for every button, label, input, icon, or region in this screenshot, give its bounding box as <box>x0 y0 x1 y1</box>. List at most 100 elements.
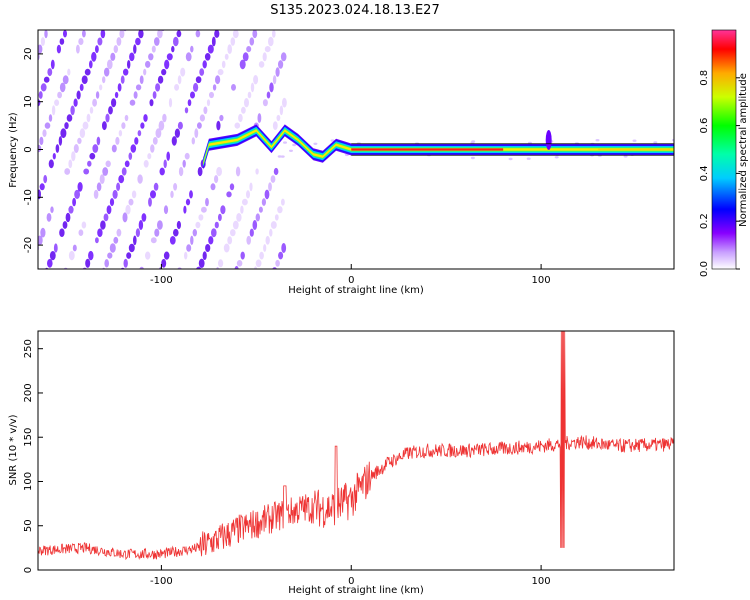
spectrogram-speckle <box>227 44 232 54</box>
spectrogram-speckle <box>282 97 287 108</box>
spectrogram-speckle <box>41 274 46 284</box>
spectrogram-ridge-band <box>203 129 674 165</box>
spectrogram-speckle <box>255 168 259 175</box>
spectrogram-speckle <box>103 23 108 29</box>
x-tick-label: -100 <box>150 576 173 587</box>
spectrogram-speckle <box>67 68 71 76</box>
spectrogram-speckle <box>79 83 84 91</box>
spectrogram-speckle <box>162 113 167 123</box>
spectrogram-feature <box>545 129 552 150</box>
spectrogram-speckle <box>289 149 293 152</box>
spectrogram-speckle <box>262 52 267 62</box>
spectrogram-speckle <box>137 130 142 137</box>
spectrogram-speckle <box>217 69 224 76</box>
spectrogram-speckle <box>185 52 192 62</box>
spectrogram-speckle <box>240 205 244 214</box>
spectrogram-speckle <box>128 198 134 206</box>
spectrogram-speckle <box>141 23 147 30</box>
spectrogram-speckle <box>247 91 252 99</box>
spectrogram-speckle <box>237 30 241 31</box>
spectrogram-speckle <box>46 213 52 222</box>
spectrogram-speckle <box>124 114 129 122</box>
spectrogram-speckle <box>84 68 91 76</box>
spectrogram-speckle <box>171 136 177 146</box>
spectrogram-speckle <box>211 228 217 238</box>
spectrogram-speckle <box>194 275 197 281</box>
spectrogram-speckle <box>67 30 69 31</box>
spectrogram-speckle <box>157 30 163 39</box>
snr-marks <box>38 331 674 561</box>
spectrogram-speckle <box>255 23 260 30</box>
spectrogram-speckle <box>38 91 43 99</box>
spectrogram-speckle <box>55 144 60 153</box>
spectrogram-speckle <box>186 244 192 252</box>
spectrogram-speckle <box>137 174 143 184</box>
spectrogram-speckle <box>123 258 128 268</box>
spectrogram-speckle <box>269 228 273 237</box>
spectrogram-speckle <box>255 259 262 268</box>
spectrogram-speckle <box>257 113 262 123</box>
spectrogram-speckle <box>131 190 137 199</box>
spectrogram-speckle <box>158 120 165 131</box>
x-tick-label: -100 <box>150 275 173 286</box>
spectrogram-speckle <box>139 266 145 269</box>
spectrogram-speckle <box>100 220 106 230</box>
spectrogram-speckle <box>44 122 51 129</box>
spectrogram-speckle <box>128 243 135 253</box>
spectrogram-speckle <box>292 143 297 147</box>
spectrogram-speckle <box>58 136 63 146</box>
spectrogram-speckle <box>195 30 201 38</box>
colorbar-tick-label: 0.4 <box>699 165 710 181</box>
spectrogram-speckle <box>114 91 119 99</box>
spectrogram-speckle <box>212 84 217 91</box>
spectrogram-speckle <box>57 91 62 99</box>
spectrogram-speckle <box>242 52 249 62</box>
spectrogram-speckle <box>64 168 71 175</box>
spectrogram-speckle <box>121 167 127 176</box>
spectrogram-speckle <box>197 122 202 129</box>
spectrogram-speckle <box>118 175 125 184</box>
spectrogram-speckle <box>99 174 105 185</box>
spectrogram-speckle <box>150 190 156 199</box>
spectrogram-speckle <box>263 244 267 252</box>
spectrogram-speckle <box>119 30 125 39</box>
spectrogram-speckle <box>272 121 278 130</box>
spectrogram-speckle <box>231 275 237 282</box>
spectrogram-speckle <box>26 121 31 131</box>
snr-y-label: SNR (10 * v/v) <box>8 414 19 485</box>
spectrogram-speckle <box>210 183 216 191</box>
spectrogram-speckle <box>164 59 170 70</box>
spectrogram-speckle <box>72 197 76 207</box>
spectrogram-speckle <box>47 68 53 77</box>
snr-panel: -100 0 100 0 50 100 150 200 250 Height of straig… <box>8 330 675 596</box>
spectrogram-speckle <box>105 113 110 123</box>
colorbar-ticks: 0.0 0.2 0.4 0.6 0.8 <box>699 70 740 277</box>
spectrogram-speckle <box>232 30 239 39</box>
spectrogram-speckle <box>246 190 250 199</box>
spectrogram-speckle <box>264 189 270 200</box>
spectrogram-speckle <box>93 189 99 199</box>
spectrogram-speckle <box>128 152 133 160</box>
spectrogram-speckle <box>272 75 277 85</box>
spectrogram-speckle <box>216 120 221 131</box>
spectrogram-marks <box>26 23 674 284</box>
spectrogram-speckle <box>253 75 259 85</box>
spectrogram-speckle <box>203 106 208 115</box>
spectrogram-speckle <box>52 153 56 160</box>
spectrogram-speckle <box>268 36 274 47</box>
spectrogram-speckle <box>148 197 152 207</box>
spectrogram-speckle <box>129 52 135 62</box>
spectrogram-speckle <box>192 229 197 237</box>
spectrogram-speckle <box>95 91 100 99</box>
spectrogram-speckle <box>130 144 137 153</box>
spectrogram-speckle <box>139 75 144 84</box>
spectrogram-speckle <box>133 91 138 99</box>
spectrogram-speckle <box>264 46 271 53</box>
spectrogram-speckle <box>235 166 241 177</box>
spectrogram-speckle <box>176 30 182 38</box>
spectrogram-speckle <box>526 157 531 160</box>
spectrogram-speckle <box>261 198 266 206</box>
spectrogram-speckle <box>194 128 199 139</box>
spectrogram-speckle <box>64 122 69 130</box>
